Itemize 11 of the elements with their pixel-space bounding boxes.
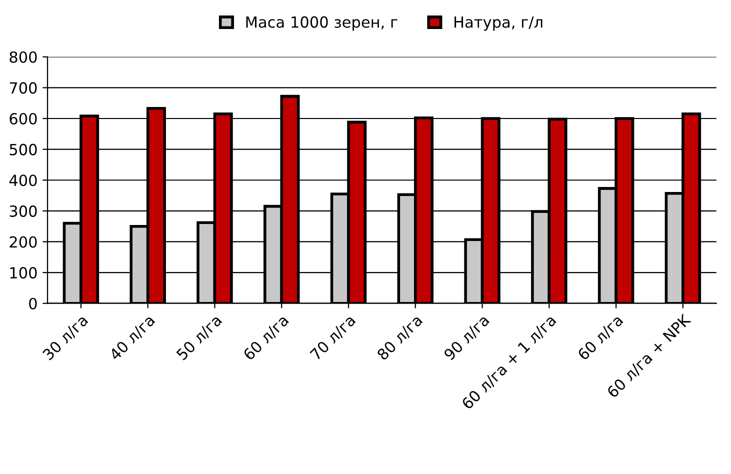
y-tick-label: 500 (10, 144, 37, 156)
legend-label: Маса 1000 зерен, г (246, 16, 398, 31)
y-tick-label: 200 (10, 236, 37, 248)
y-tick-label: 800 (10, 51, 37, 63)
y-tick-label: 700 (10, 82, 37, 94)
y-tick-label: 0 (29, 298, 37, 310)
y-tick-label: 400 (9, 174, 37, 186)
y-tick-label: 300 (10, 205, 37, 217)
y-tick-label: 600 (10, 112, 37, 125)
y-tick-label: 100 (10, 267, 37, 279)
legend-label: Натура, г/л (454, 16, 542, 31)
